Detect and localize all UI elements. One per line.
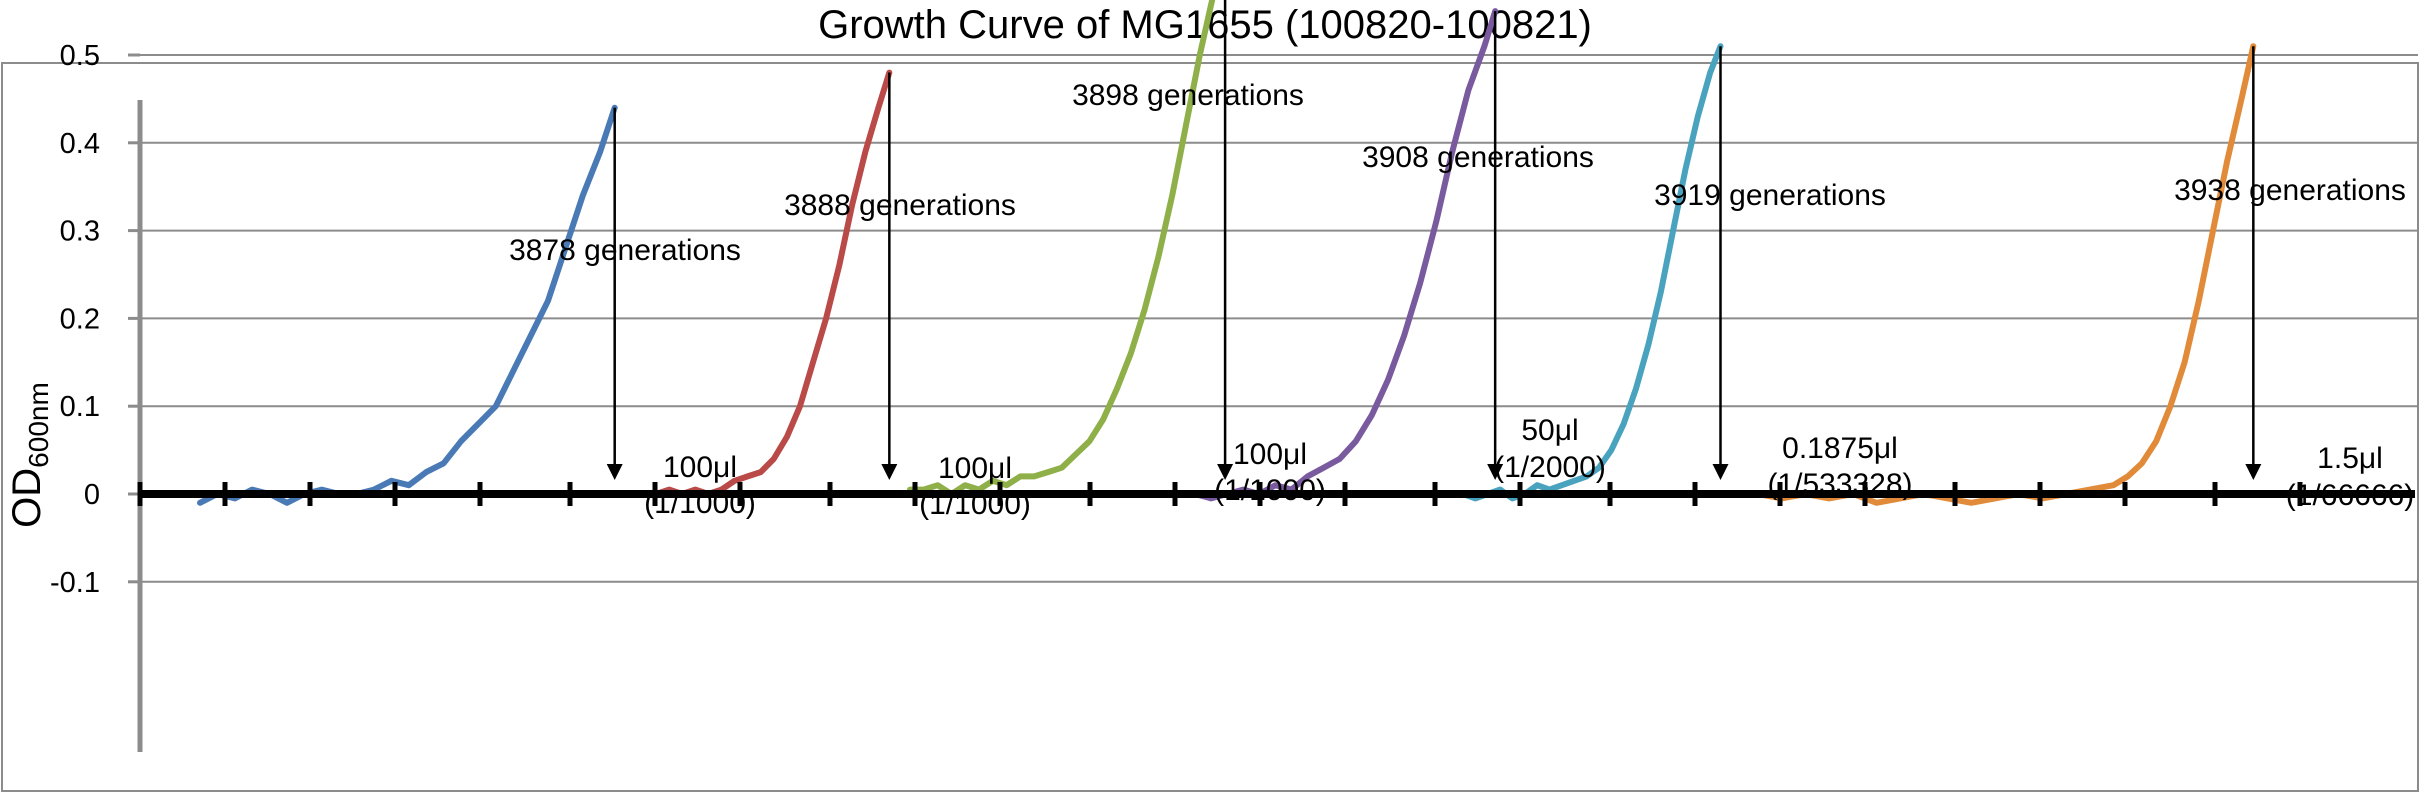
y-tick-label: 0.2 bbox=[60, 303, 100, 335]
dilution-label-3: (1/1000) bbox=[1214, 474, 1326, 507]
transfer-volume-label-6: 1.5μl bbox=[2317, 442, 2383, 475]
transfer-arrowhead-1 bbox=[606, 464, 623, 480]
y-tick-label: -0.1 bbox=[50, 567, 100, 599]
x-axis-tick-marks bbox=[137, 482, 2303, 506]
y-axis-label: OD600nm bbox=[5, 382, 54, 528]
transfer-arrowhead-5 bbox=[1712, 464, 1729, 480]
generation-label-3: 3898 generations bbox=[1072, 79, 1304, 112]
generation-label-4: 3908 generations bbox=[1362, 141, 1594, 174]
gridlines bbox=[128, 53, 2418, 584]
y-tick-label: 0.1 bbox=[60, 391, 100, 423]
y-axis-label-subscript: 600nm bbox=[23, 382, 54, 468]
transfer-arrowhead-4 bbox=[1487, 464, 1504, 480]
generation-label-1: 3878 generations bbox=[509, 234, 741, 267]
generation-label-6: 3938 generations bbox=[2174, 174, 2406, 207]
dilution-label-2: (1/1000) bbox=[919, 488, 1031, 521]
dilution-label-6: (1/66666) bbox=[2286, 479, 2414, 512]
y-tick-label: 0.4 bbox=[60, 128, 100, 160]
dilution-label-1: (1/1000) bbox=[644, 487, 756, 520]
y-tick-labels: 0.60.50.40.30.20.10-0.1 bbox=[50, 40, 100, 599]
y-tick-label: 0.3 bbox=[60, 216, 100, 248]
transfer-arrowhead-3 bbox=[1217, 464, 1234, 480]
plot-frame bbox=[1, 62, 2419, 792]
generation-label-5: 3919 generations bbox=[1654, 179, 1886, 212]
transfer-arrowhead-2 bbox=[881, 464, 898, 480]
generation-label-2: 3888 generations bbox=[784, 189, 1016, 222]
y-tick-label: 0.5 bbox=[60, 40, 100, 72]
y-tick-label: 0 bbox=[84, 479, 100, 511]
transfer-volume-label-2: 100μl bbox=[938, 452, 1012, 485]
dilution-label-4: (1/2000) bbox=[1494, 451, 1606, 484]
transfer-volume-label-3: 100μl bbox=[1233, 438, 1307, 471]
y-axis-label-main: OD bbox=[5, 468, 49, 528]
series-line-3 bbox=[907, 0, 1216, 497]
transfer-arrowhead-6 bbox=[2245, 464, 2262, 480]
transfer-volume-label-4: 50μl bbox=[1521, 414, 1578, 447]
transfer-volume-label-5: 0.1875μl bbox=[1782, 432, 1898, 465]
transfer-volume-label-1: 100μl bbox=[663, 451, 737, 484]
dilution-label-5: (1/533328) bbox=[1767, 468, 1912, 501]
